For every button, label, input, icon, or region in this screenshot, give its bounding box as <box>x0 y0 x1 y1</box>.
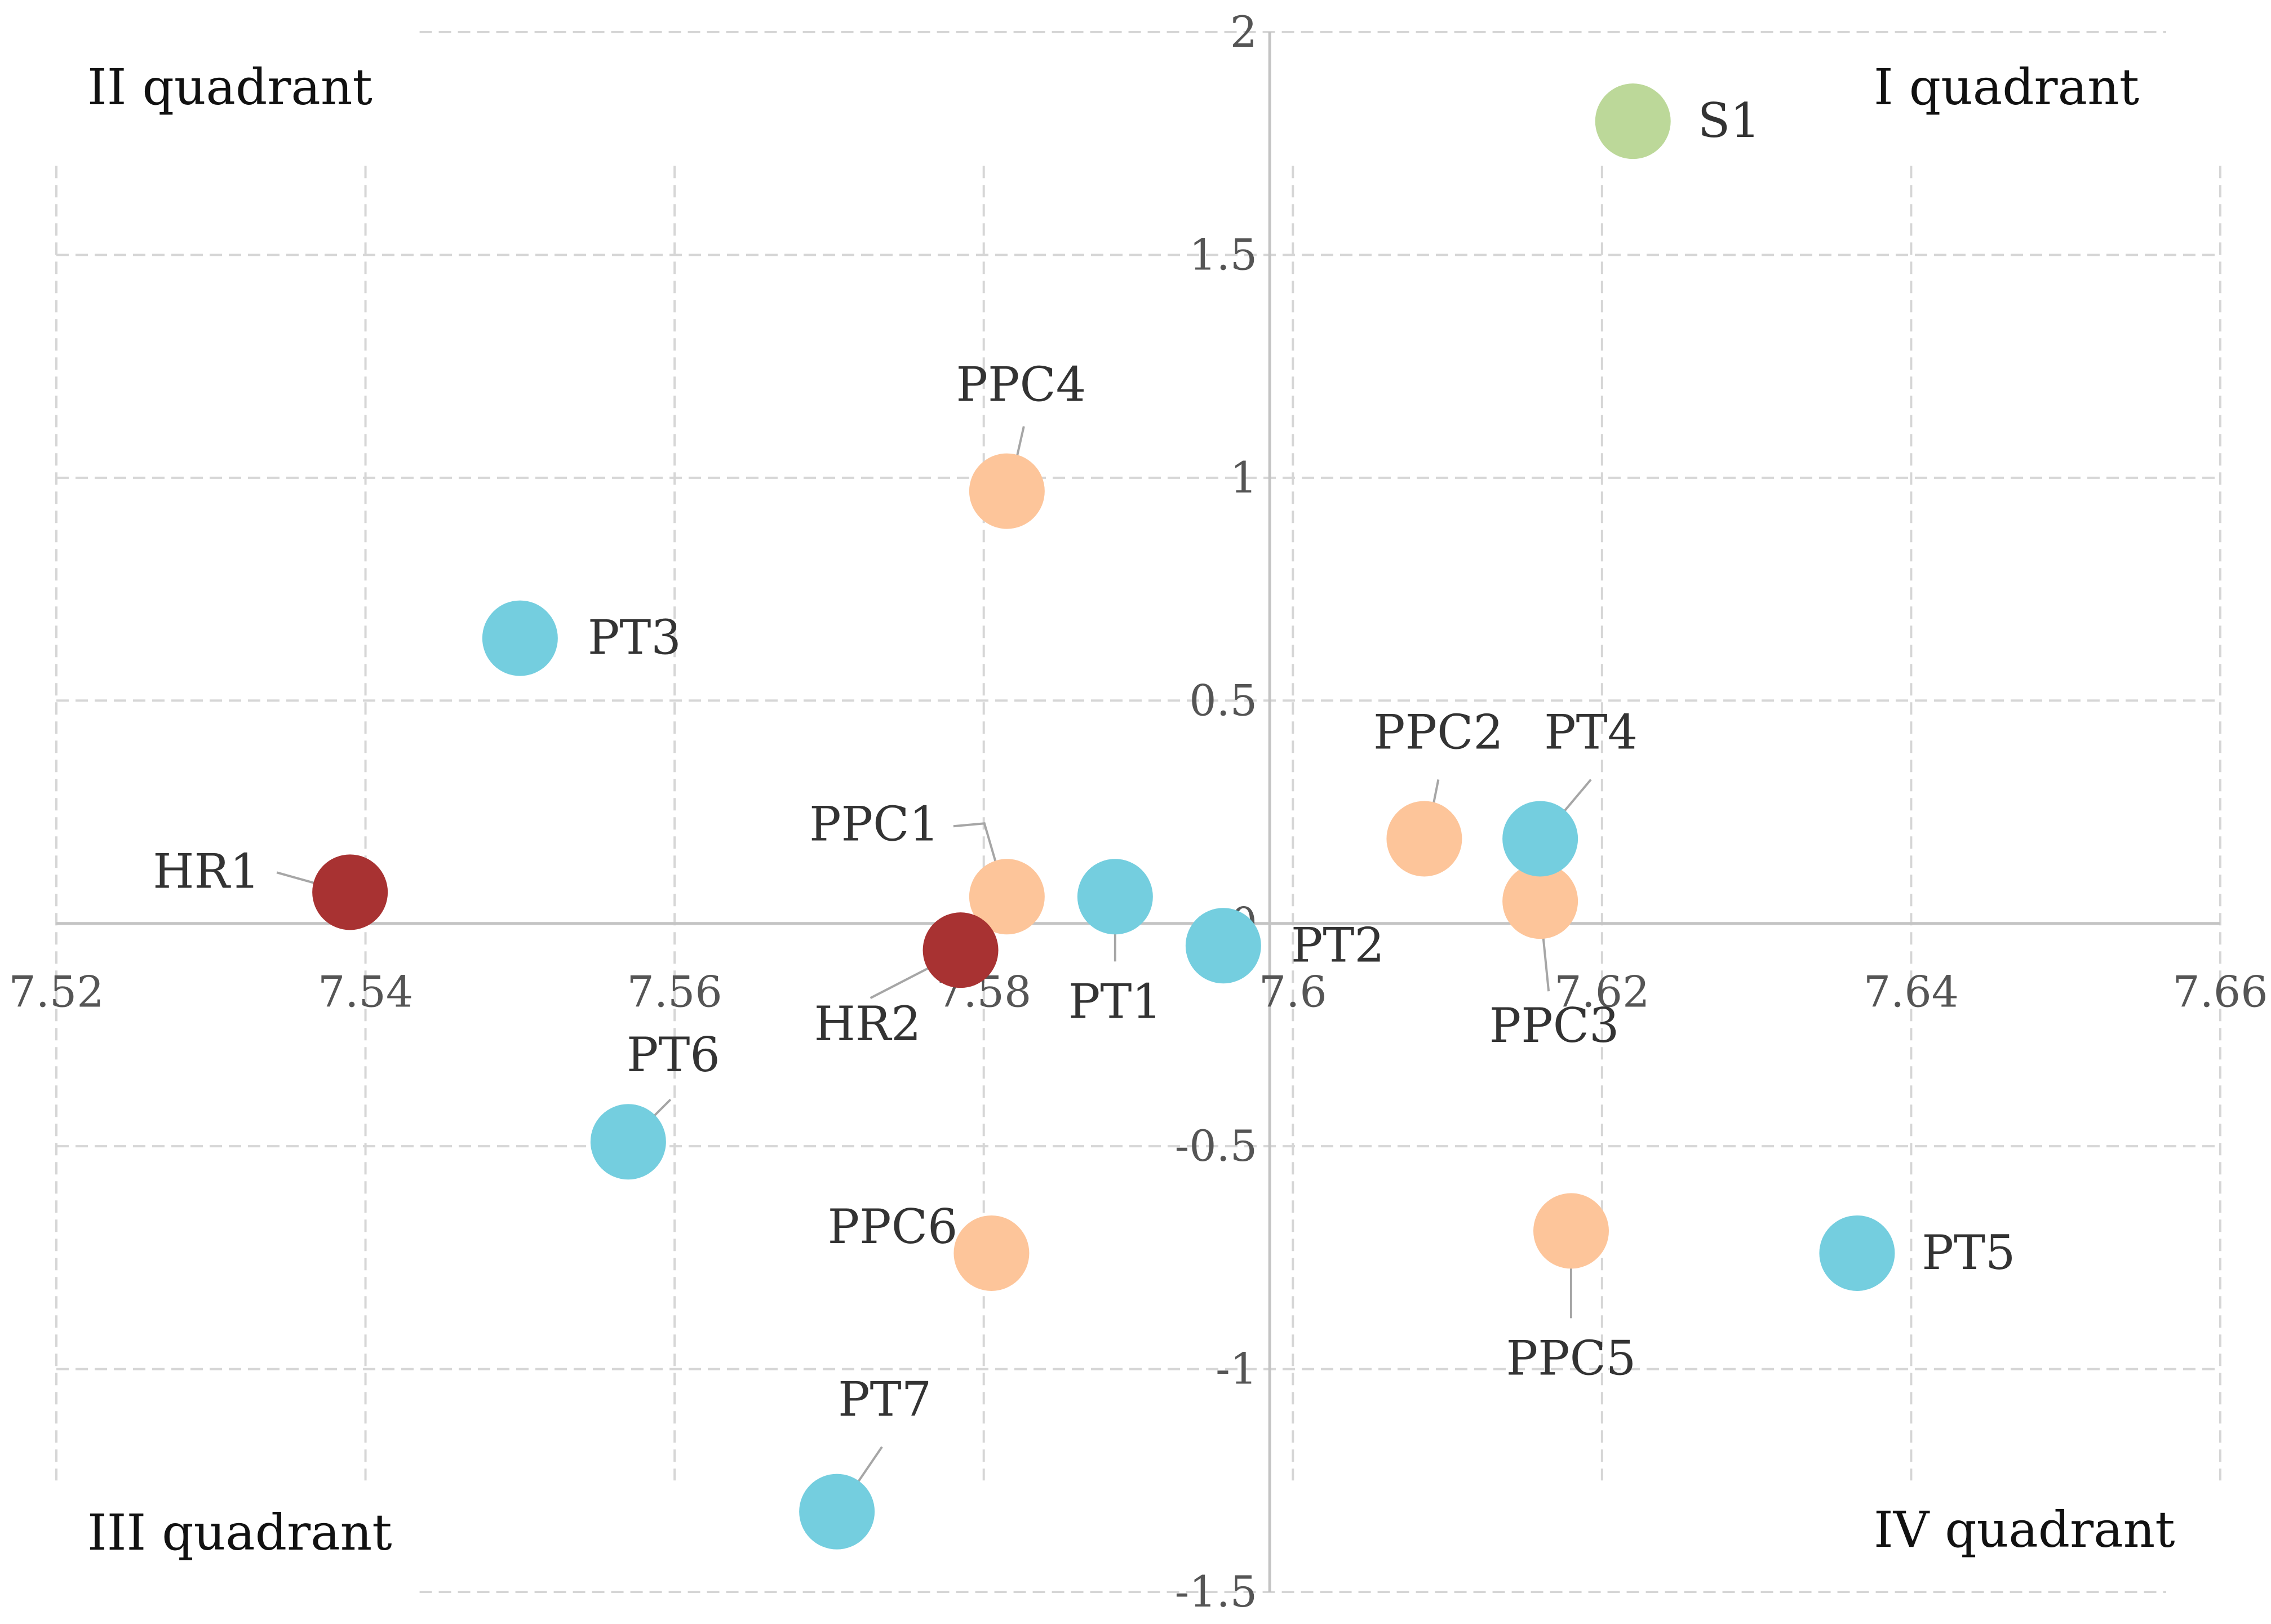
point-label-s1: S1 <box>1698 93 1760 148</box>
y-tick-label: -1 <box>1216 1344 1257 1394</box>
x-tick-label: 7.54 <box>318 967 413 1017</box>
tick-layer: 7.527.547.567.587.67.627.647.6621.510.50… <box>8 7 2268 1617</box>
point-pt3 <box>482 600 558 676</box>
quadrant-3-label: III quadrant <box>87 1503 392 1561</box>
y-tick-label: -0.5 <box>1175 1121 1258 1171</box>
quadrant-1-label: I quadrant <box>1874 58 2139 116</box>
point-ppc6 <box>953 1215 1030 1291</box>
quadrant-2-label: II quadrant <box>87 58 372 116</box>
y-tick-label: 0.5 <box>1189 675 1257 725</box>
x-tick-label: 7.62 <box>1554 967 1649 1017</box>
point-label-hr1: HR1 <box>153 844 260 899</box>
point-hr1 <box>312 854 388 930</box>
point-label-pt4: PT4 <box>1544 704 1638 760</box>
y-tick-label: 1 <box>1230 452 1257 503</box>
point-label-pt7: PT7 <box>838 1372 932 1427</box>
point-label-ppc1: PPC1 <box>809 796 939 851</box>
point-label-ppc6: PPC6 <box>828 1199 958 1254</box>
point-label-pt2: PT2 <box>1291 917 1385 973</box>
point-s1 <box>1595 83 1671 159</box>
x-tick-label: 7.64 <box>1864 967 1959 1017</box>
point-label-ppc3: PPC3 <box>1489 998 1620 1053</box>
point-label-hr2: HR2 <box>814 996 921 1051</box>
point-pt5 <box>1819 1215 1895 1291</box>
point-pt2 <box>1185 908 1261 984</box>
point-label-pt6: PT6 <box>627 1027 720 1082</box>
quadrant-layer: II quadrant I quadrant III quadrant IV q… <box>87 58 2175 1561</box>
point-layer <box>312 83 1895 1550</box>
point-pt6 <box>590 1104 666 1180</box>
point-label-pt3: PT3 <box>588 610 681 665</box>
y-tick-label: 2 <box>1230 7 1257 57</box>
point-ppc1 <box>969 859 1045 935</box>
point-pt1 <box>1077 859 1153 935</box>
x-tick-label: 7.6 <box>1259 967 1327 1017</box>
x-tick-label: 7.52 <box>8 967 104 1017</box>
point-label-ppc4: PPC4 <box>956 357 1086 412</box>
y-tick-label: 1.5 <box>1189 229 1257 279</box>
x-tick-label: 7.66 <box>2172 967 2268 1017</box>
point-hr2 <box>922 912 999 988</box>
axis-layer <box>56 32 2220 1592</box>
point-label-ppc5: PPC5 <box>1506 1330 1636 1386</box>
point-ppc5 <box>1533 1193 1609 1269</box>
point-ppc3 <box>1502 863 1578 939</box>
point-label-pt1: PT1 <box>1068 974 1162 1029</box>
grid-layer <box>55 31 2221 1593</box>
point-ppc4 <box>969 453 1045 529</box>
point-pt4 <box>1502 801 1578 877</box>
y-tick-label: -1.5 <box>1175 1567 1258 1617</box>
point-pt7 <box>799 1474 875 1550</box>
point-label-ppc2: PPC2 <box>1373 704 1503 760</box>
quadrant-4-label: IV quadrant <box>1874 1501 2175 1559</box>
label-layer: S1 PPC1 PPC2 PPC3 PPC4 PPC5 PPC6 PT1 PT2 PT3 PT4 PT… <box>153 93 2015 1427</box>
point-label-pt5: PT5 <box>1922 1225 2015 1280</box>
point-ppc2 <box>1386 801 1462 877</box>
x-tick-label: 7.56 <box>627 967 722 1017</box>
